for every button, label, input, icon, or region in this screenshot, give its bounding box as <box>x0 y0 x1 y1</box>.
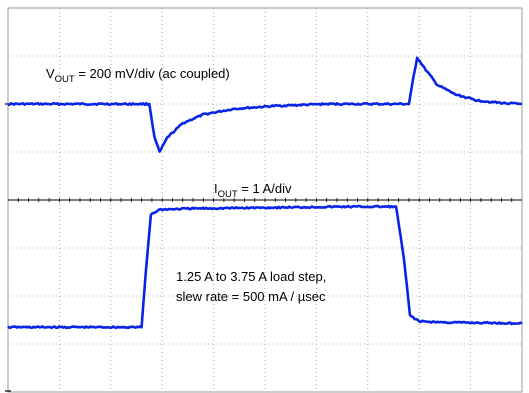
load-step-label: 1.25 A to 3.75 A load step, <box>176 269 326 284</box>
graticule <box>5 7 523 393</box>
iout-trace <box>7 204 523 330</box>
iout-scale-label: IOUT = 1 A/div <box>214 181 292 200</box>
vout-trace <box>7 56 523 153</box>
traces <box>7 56 523 330</box>
slew-rate-label: slew rate = 500 mA / µsec <box>176 289 326 304</box>
vout-scale-label: VOUT = 200 mV/div (ac coupled) <box>46 66 230 85</box>
